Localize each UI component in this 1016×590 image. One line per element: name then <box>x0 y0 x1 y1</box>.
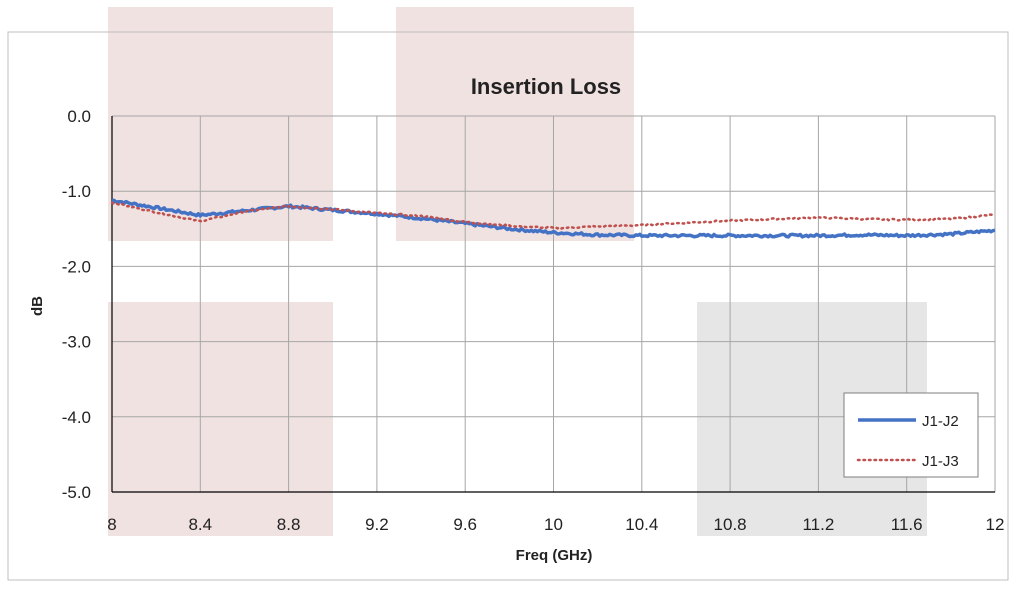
series-line-j1-j3 <box>110 201 997 230</box>
legend: J1-J2 J1-J3 <box>843 392 979 478</box>
x-tick-label: 11.6 <box>891 515 923 534</box>
x-axis-title: Freq (GHz) <box>516 547 593 564</box>
series-lines <box>110 198 997 239</box>
x-tick-label: 9.6 <box>453 515 477 534</box>
y-axis-title: dB <box>29 296 46 316</box>
y-tick-label: -5.0 <box>62 483 91 502</box>
chart-frame <box>7 31 1009 581</box>
x-tick-label: 8 <box>107 515 116 534</box>
legend-box <box>843 392 979 478</box>
y-tick-label: -1.0 <box>62 182 91 201</box>
x-tick-label: 9.2 <box>365 515 389 534</box>
chart-title: Insertion Loss <box>471 74 621 99</box>
highlight-region <box>108 7 333 241</box>
x-tick-label: 8.8 <box>277 515 301 534</box>
highlight-region <box>108 302 333 536</box>
y-tick-label: -4.0 <box>62 408 91 427</box>
x-tick-label: 11.2 <box>802 515 834 534</box>
series-line-j1-j2 <box>111 198 996 239</box>
x-tick-label: 10.8 <box>714 515 747 534</box>
y-tick-label: -3.0 <box>62 333 91 352</box>
x-tick-label: 8.4 <box>188 515 212 534</box>
axes <box>111 116 995 493</box>
highlight-region <box>396 7 634 241</box>
legend-label-j1-j3: J1-J3 <box>922 453 959 470</box>
y-tick-label: -2.0 <box>62 257 91 276</box>
y-tick-labels: 0.0 -1.0 -2.0 -3.0 -4.0 -5.0 <box>62 107 91 502</box>
x-tick-label: 10 <box>544 515 563 534</box>
y-tick-label: 0.0 <box>67 107 91 126</box>
x-tick-label: 12 <box>986 515 1005 534</box>
x-tick-label: 10.4 <box>625 515 658 534</box>
legend-label-j1-j2: J1-J2 <box>922 413 959 430</box>
x-tick-labels: 8 8.4 8.8 9.2 9.6 10 10.4 10.8 11.2 11.6 12 <box>107 515 1004 534</box>
